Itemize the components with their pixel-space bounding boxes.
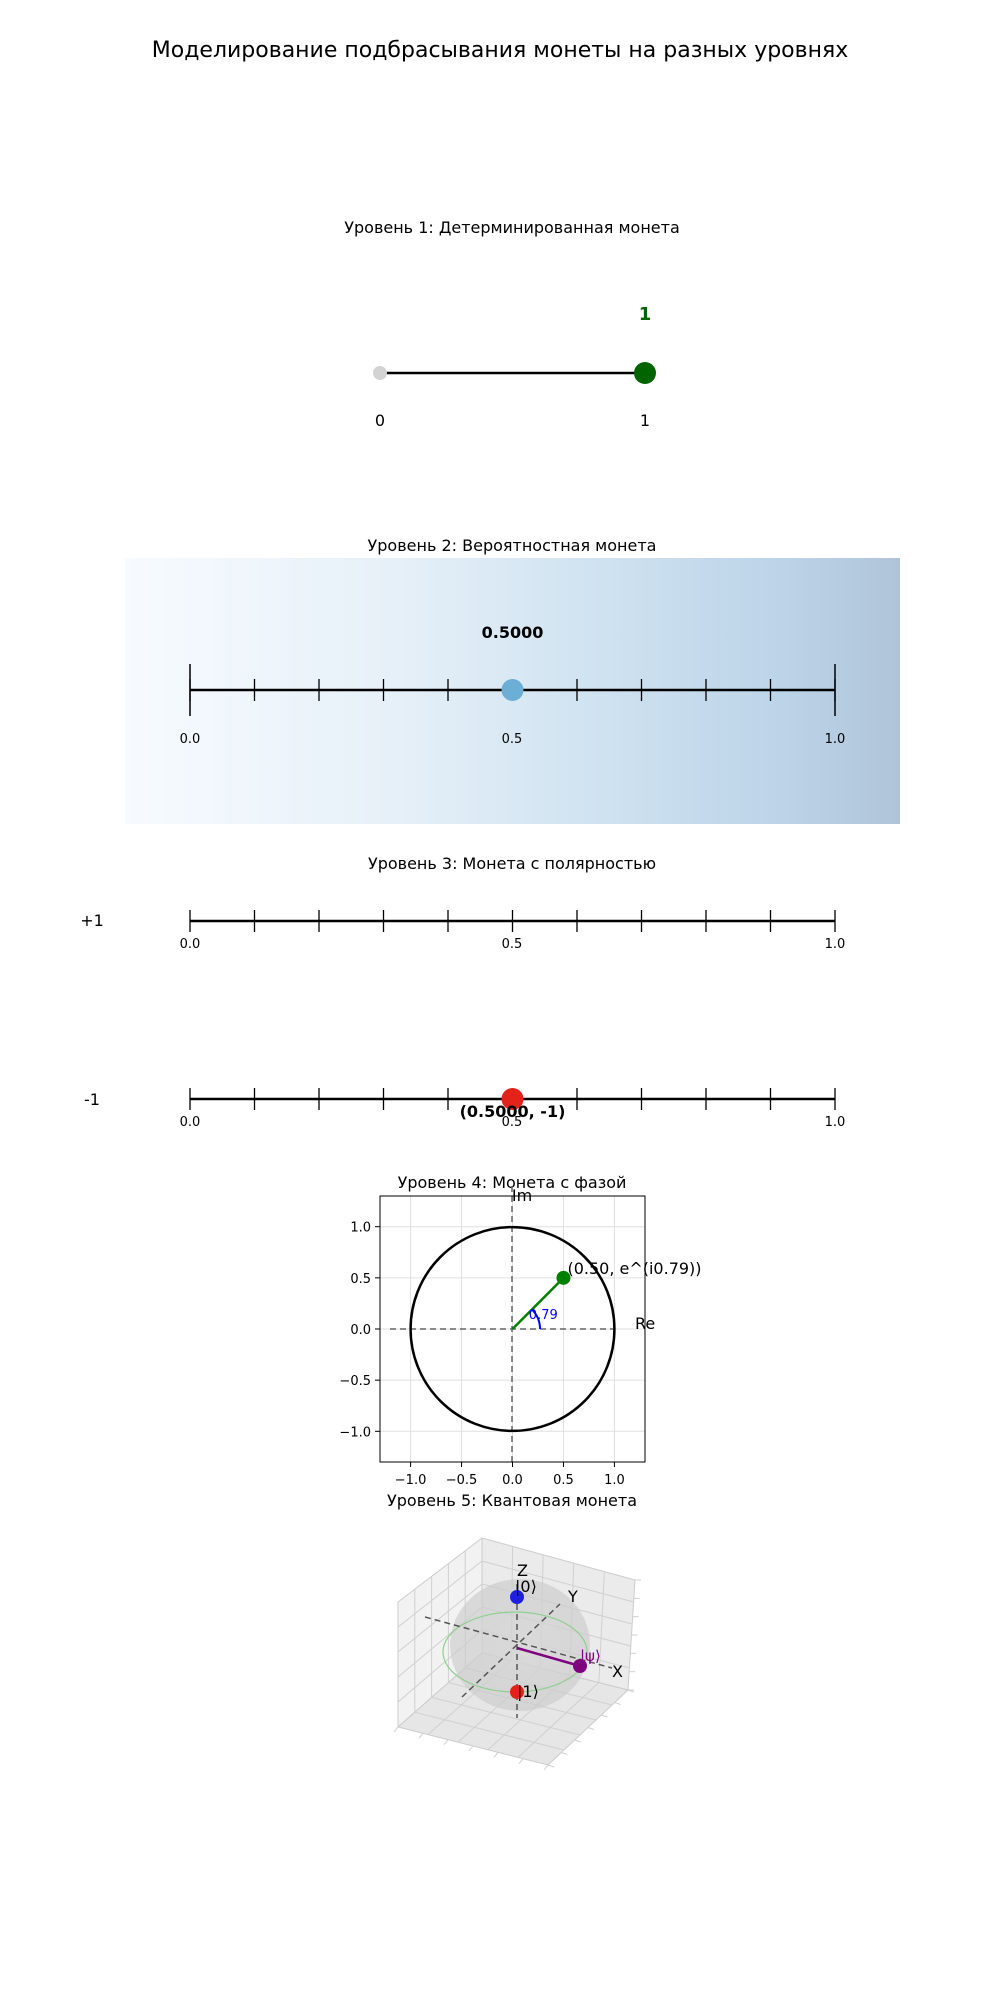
level4-xtick-label-2: 0.0 bbox=[502, 1473, 523, 1488]
level5-title: Уровень 5: Квантовая монета bbox=[387, 1491, 637, 1510]
level4-ytick-label-0: −1.0 bbox=[339, 1425, 371, 1440]
level5-ytick-3 bbox=[587, 1727, 595, 1730]
level3-top-tick-label-0: 0.0 bbox=[180, 937, 201, 952]
level4-ytick-label-4: 1.0 bbox=[350, 1221, 371, 1236]
level5-one-label: |1⟩ bbox=[517, 1682, 539, 1701]
level1-title: Уровень 1: Детерминированная монета bbox=[344, 218, 680, 237]
level4-xtick-label-4: 1.0 bbox=[604, 1473, 625, 1488]
level5-psi-dot bbox=[573, 1659, 587, 1673]
level5-chart: Уровень 5: Квантовая монета Z Y X |0⟩ |1… bbox=[387, 1491, 641, 1771]
level4-xtick-label-0: −1.0 bbox=[395, 1473, 427, 1488]
level2-tick-label-1: 0.5 bbox=[502, 732, 523, 747]
level3-top-tick-label-1: 0.5 bbox=[502, 937, 523, 952]
level5-ytick-0 bbox=[547, 1764, 555, 1768]
level2-chart: Уровень 2: Вероятностная монета 0.5000 0… bbox=[125, 536, 900, 824]
level2-tick-label-2: 1.0 bbox=[825, 732, 846, 747]
level4-xtick-label-3: 0.5 bbox=[553, 1473, 574, 1488]
level5-xtick-0 bbox=[393, 1726, 399, 1733]
level5-x-label: X bbox=[612, 1662, 623, 1681]
level4-phase-vector bbox=[511, 1276, 565, 1330]
level4-tick-labels: −1.0 −1.0 −0.5 −0.5 0.0 0.0 0.5 0.5 1.0 1.0 bbox=[339, 1221, 624, 1488]
level5-zero-dot bbox=[510, 1590, 524, 1604]
level1-chart: Уровень 1: Детерминированная монета 1 0 … bbox=[344, 218, 680, 430]
level5-left-hgrid-2 bbox=[397, 1583, 483, 1653]
level5-psi-label: |ψ⟩ bbox=[580, 1647, 601, 1665]
level5-bloch-sphere bbox=[450, 1579, 590, 1711]
level4-ytick-label-1: −0.5 bbox=[339, 1374, 371, 1389]
level4-state-point bbox=[556, 1270, 571, 1285]
level5-floor-grid-a-1 bbox=[414, 1711, 565, 1751]
level5-ytick-1 bbox=[561, 1752, 568, 1755]
level3-chart: Уровень 3: Монета с полярностью +1 0.0 0… bbox=[80, 854, 845, 1130]
level1-value-label: 1 bbox=[639, 304, 652, 325]
level4-point-label: (0.50, e^(i0.79)) bbox=[567, 1259, 701, 1278]
level5-z-label: Z bbox=[517, 1561, 528, 1580]
level4-phase-arc bbox=[531, 1308, 542, 1330]
level5-ytick-4 bbox=[601, 1714, 608, 1718]
level5-left-hgrid-1 bbox=[397, 1560, 483, 1628]
level4-ytick-label-2: 0.0 bbox=[350, 1323, 371, 1338]
level4-chart: Уровень 4: Монета с фазой (0.50, e^(i0.7… bbox=[339, 1173, 701, 1488]
level1-value-marker bbox=[634, 362, 656, 384]
level3-top-tick-label-2: 1.0 bbox=[825, 937, 846, 952]
level3-value-marker bbox=[501, 1088, 524, 1110]
level5-xtick-6 bbox=[543, 1764, 549, 1771]
level5-right-hgrid-1 bbox=[481, 1560, 634, 1603]
level5-xtick-1 bbox=[418, 1733, 424, 1739]
level2-title: Уровень 2: Вероятностная монета bbox=[368, 536, 657, 555]
level5-zero-label: |0⟩ bbox=[515, 1577, 537, 1596]
level2-tick-label-0: 0.0 bbox=[180, 732, 201, 747]
level2-value-marker bbox=[501, 679, 524, 701]
level5-xtick-4 bbox=[493, 1752, 499, 1758]
figure-title: Моделирование подбрасывания монеты на ра… bbox=[152, 38, 849, 63]
level4-title: Уровень 4: Монета с фазой bbox=[398, 1173, 627, 1192]
level4-xtick-label-1: −0.5 bbox=[446, 1473, 478, 1488]
level1-state-1-label: 1 bbox=[640, 411, 650, 430]
level3-title: Уровень 3: Монета с полярностью bbox=[368, 854, 656, 873]
level5-floor-grid-a-2 bbox=[431, 1696, 581, 1736]
level5-one-dot bbox=[510, 1685, 524, 1699]
level1-state-0-label: 0 bbox=[375, 411, 385, 430]
level1-state-0-dot bbox=[373, 366, 387, 380]
level3-minus-label: -1 bbox=[84, 1090, 100, 1109]
level3-plus-label: +1 bbox=[80, 911, 104, 930]
level3-bottom-tick-label-0: 0.0 bbox=[180, 1115, 201, 1130]
level5-y-label: Y bbox=[567, 1587, 578, 1606]
level4-phase-label: 0.79 bbox=[529, 1308, 558, 1323]
level3-bottom-tick-label-2: 1.0 bbox=[825, 1115, 846, 1130]
level5-psi-vector bbox=[516, 1646, 581, 1668]
level4-unit-circle bbox=[409, 1225, 616, 1433]
level5-xtick-3 bbox=[468, 1745, 474, 1752]
level3-bottom-tick-label-1: 0.5 bbox=[502, 1115, 523, 1130]
level5-xtick-2 bbox=[443, 1739, 449, 1745]
level5-ytick-2 bbox=[574, 1739, 581, 1743]
level2-value-label: 0.5000 bbox=[482, 623, 544, 642]
level3-point-label: (0.5000, -1) bbox=[460, 1102, 566, 1121]
level5-xtick-5 bbox=[518, 1758, 524, 1764]
level5-y-axis bbox=[461, 1603, 561, 1698]
level5-ytick-5 bbox=[614, 1702, 621, 1705]
level5-floor-grid-b-4 bbox=[517, 1682, 600, 1758]
level4-ytick-label-3: 0.5 bbox=[350, 1272, 371, 1287]
